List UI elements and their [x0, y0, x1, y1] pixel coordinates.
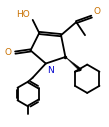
- Text: N: N: [47, 66, 54, 75]
- Text: O: O: [5, 48, 12, 57]
- Text: O: O: [93, 7, 100, 16]
- Polygon shape: [65, 57, 82, 71]
- Text: HO: HO: [16, 10, 29, 19]
